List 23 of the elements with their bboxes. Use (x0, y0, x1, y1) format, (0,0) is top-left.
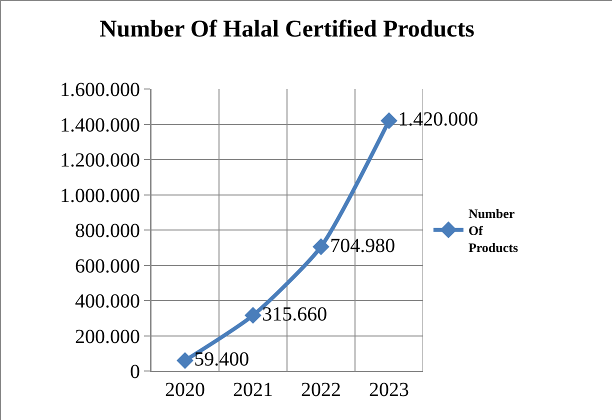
y-tick-label: 1.000.000 (60, 184, 140, 207)
y-tick-label: 1.200.000 (60, 150, 140, 172)
point (244, 306, 262, 324)
y-tick-label: 800.000 (75, 220, 140, 242)
y-tick-label: 0 (130, 361, 140, 383)
point (312, 238, 330, 256)
data-label: 59.400 (194, 348, 250, 371)
legend-label: Number Of Products (468, 206, 518, 255)
chart-title: Number Of Halal Certified Products (99, 16, 475, 43)
x-tick-label: 2022 (301, 379, 341, 401)
data-label: 315.660 (262, 303, 328, 326)
x-tick-label: 2020 (165, 379, 205, 401)
y-tick-label: 1.600.000 (60, 79, 140, 101)
y-tick-label: 600.000 (75, 255, 140, 278)
point (380, 112, 398, 130)
data-label: 1.420.000 (398, 108, 478, 131)
x-tick-label: 2021 (233, 379, 273, 401)
point (176, 352, 194, 369)
x-tick-label: 2023 (369, 379, 409, 401)
y-tick-label: 200.000 (75, 326, 140, 348)
y-tick-label: 1.400.000 (60, 114, 140, 136)
y-tick-label: 400.000 (75, 290, 140, 312)
data-label: 704.980 (330, 234, 396, 257)
